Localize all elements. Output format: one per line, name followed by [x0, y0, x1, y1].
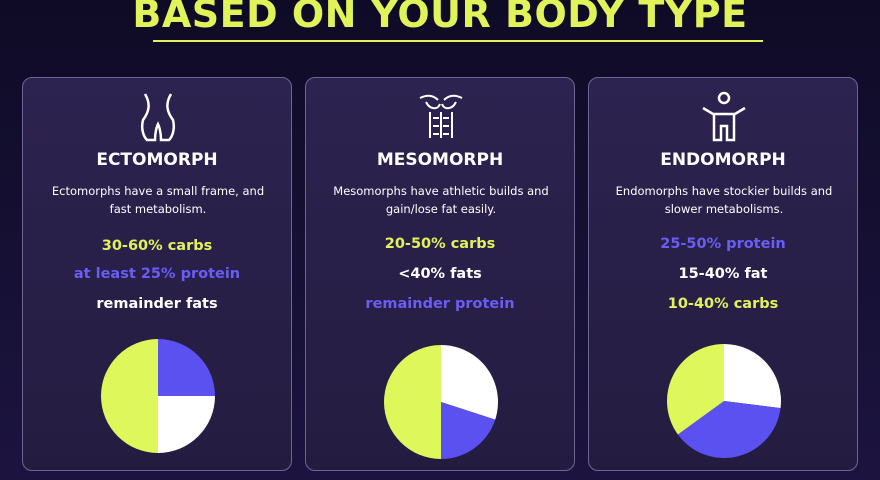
- pie-chart: [101, 339, 215, 453]
- card: ENDOMORPH Endomorphs have stockier build…: [588, 77, 858, 471]
- icon: [419, 94, 463, 138]
- card-title: ECTOMORPH: [96, 150, 218, 170]
- macro-line: <40% fats: [398, 266, 482, 282]
- card-description: Ectomorphs have a small frame, and fast …: [51, 184, 265, 216]
- pie-slice: [101, 339, 158, 453]
- macro-line: remainder fats: [96, 296, 218, 312]
- pie-slice: [158, 339, 215, 396]
- pie-slice: [667, 344, 724, 435]
- icon: [140, 93, 176, 142]
- macro-line: 15-40% fat: [678, 266, 768, 282]
- pie-slice: [441, 402, 496, 459]
- macro-line: at least 25% protein: [73, 266, 241, 282]
- card-description: Endomorphs have stockier builds and slow…: [615, 184, 833, 216]
- macro-line: 10-40% carbs: [667, 296, 779, 312]
- card-description: Mesomorphs have athletic builds and gain…: [333, 184, 549, 216]
- title-underline: [153, 40, 763, 42]
- pie-slice: [384, 345, 441, 459]
- pie-slice: [158, 396, 215, 453]
- page-title: BASED ON YOUR BODY TYPE: [132, 0, 748, 36]
- card: MESOMORPH Mesomorphs have athletic build…: [305, 77, 575, 471]
- pie-slice: [724, 344, 781, 409]
- macro-line: 20-50% carbs: [384, 236, 496, 252]
- card-title: MESOMORPH: [376, 150, 504, 170]
- macro-line: 25-50% protein: [660, 236, 786, 252]
- icon: [702, 91, 746, 142]
- pie-slice: [677, 401, 781, 458]
- pie-chart: [667, 344, 781, 458]
- pie-chart: [384, 345, 498, 459]
- card: ECTOMORPH Ectomorphs have a small frame,…: [22, 77, 292, 471]
- pie-slice: [441, 345, 498, 420]
- macro-line: remainder protein: [365, 296, 515, 312]
- card-title: ENDOMORPH: [660, 150, 786, 170]
- macro-line: 30-60% carbs: [101, 238, 213, 254]
